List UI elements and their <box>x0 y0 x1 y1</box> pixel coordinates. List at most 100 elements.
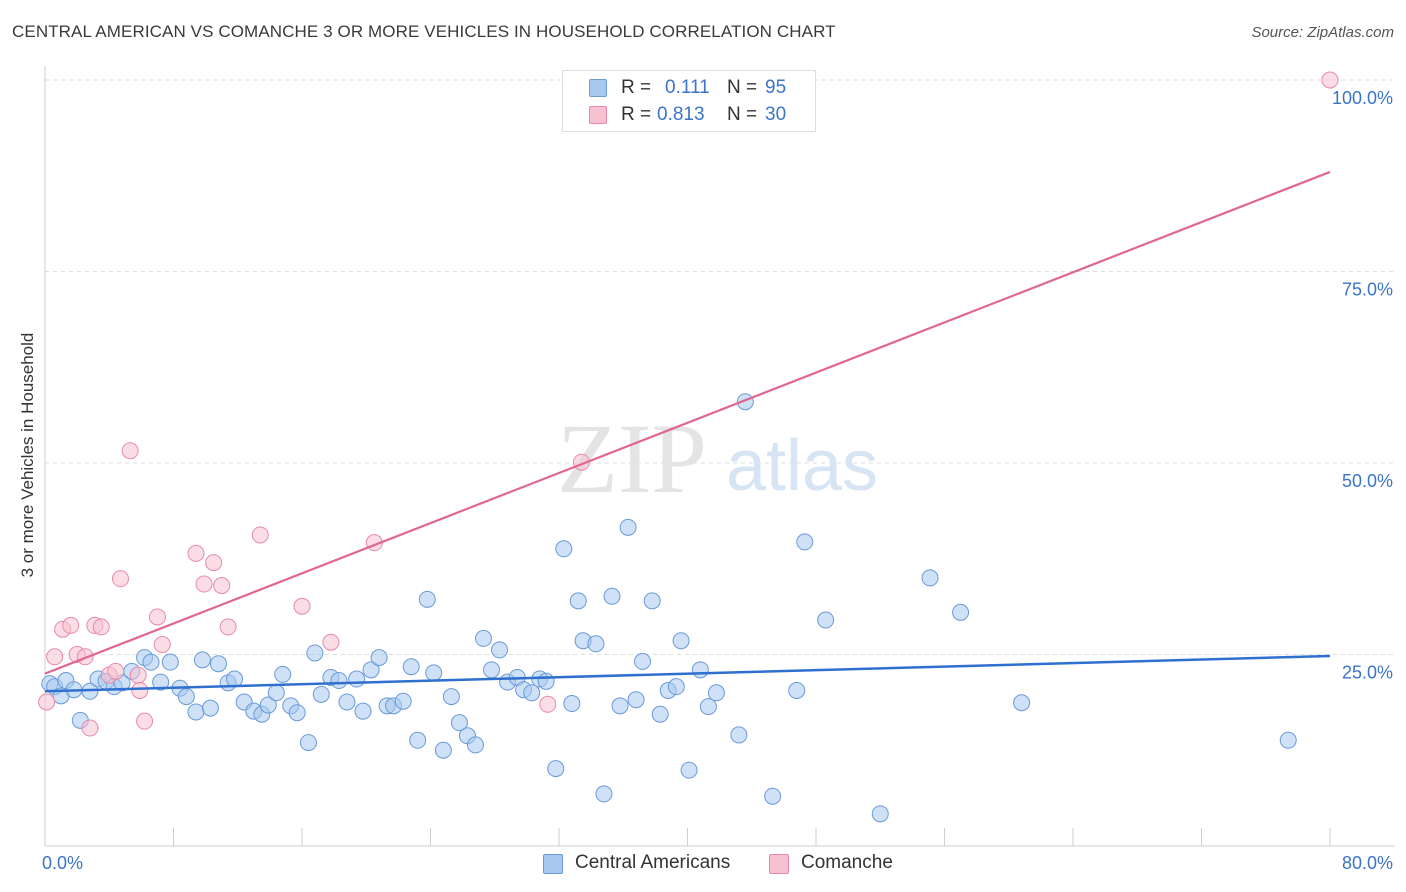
point-central-american <box>952 603 970 621</box>
point-central-american <box>651 705 669 723</box>
point-central-american <box>680 761 698 779</box>
point-central-american <box>603 587 621 605</box>
trend-line-central <box>44 654 1331 693</box>
point-central-american <box>691 661 709 679</box>
point-central-american <box>699 698 717 716</box>
watermark-atlas: atlas <box>726 426 878 506</box>
point-central-american <box>523 684 541 702</box>
point-central-american <box>627 691 645 709</box>
point-comanche <box>1321 71 1339 89</box>
point-central-american <box>312 685 330 703</box>
point-comanche <box>107 662 125 680</box>
point-comanche <box>62 616 80 634</box>
legend-row-comanche: R = 0.813 N = 30 <box>563 102 813 128</box>
point-comanche <box>148 608 166 626</box>
legend-r-label: R = <box>621 104 652 125</box>
legend-swatch-central <box>543 854 563 874</box>
legend-swatch-comanche <box>589 106 607 124</box>
watermark: ZIP atlas <box>557 403 878 514</box>
y-tick-label: 75.0% <box>1342 280 1393 300</box>
axes <box>44 66 1395 847</box>
point-central-american <box>707 684 725 702</box>
x-tick-label: 80.0% <box>1342 853 1393 873</box>
legend-label-comanche: Comanche <box>801 852 893 873</box>
point-central-american <box>362 661 380 679</box>
point-comanche <box>81 719 99 737</box>
point-central-american <box>921 569 939 587</box>
point-comanche <box>92 618 110 636</box>
point-central-american <box>1279 731 1297 749</box>
point-comanche <box>539 695 557 713</box>
x-tick-label: 0.0% <box>42 853 83 873</box>
chart-title: CENTRAL AMERICAN VS COMANCHE 3 OR MORE V… <box>12 22 836 41</box>
point-central-american <box>871 805 889 823</box>
point-central-american <box>796 533 814 551</box>
point-central-american <box>274 665 292 683</box>
legend-item-central-americans[interactable]: Central Americans <box>543 851 753 877</box>
point-central-american <box>450 714 468 732</box>
point-central-american <box>643 592 661 610</box>
point-central-american <box>394 692 412 710</box>
y-tick-label: 50.0% <box>1342 471 1393 491</box>
point-comanche <box>195 575 213 593</box>
point-comanche <box>38 693 56 711</box>
y-tick-label: 100.0% <box>1332 88 1393 108</box>
source-label: Source: ZipAtlas.com <box>1251 24 1394 41</box>
point-central-american <box>434 741 452 759</box>
legend-swatch-comanche <box>769 854 789 874</box>
point-central-american <box>555 540 573 558</box>
legend-r-label: R = <box>621 77 652 98</box>
point-central-american <box>483 661 501 679</box>
point-comanche <box>187 544 205 562</box>
point-comanche <box>46 648 64 666</box>
point-central-american <box>259 696 277 714</box>
point-comanche <box>131 682 149 700</box>
legend-item-comanche[interactable]: Comanche <box>769 851 909 877</box>
point-central-american <box>402 658 420 676</box>
point-central-american <box>299 734 317 752</box>
point-central-american <box>142 653 160 671</box>
legend-row-central: R = 0.111 N = 95 <box>563 75 813 101</box>
point-central-american <box>201 699 219 717</box>
point-comanche <box>111 570 129 588</box>
legend-swatch-central <box>589 79 607 97</box>
gridlines <box>45 79 1395 655</box>
point-central-american <box>611 697 629 715</box>
point-central-american <box>187 703 205 721</box>
legend-n-value: 30 <box>765 104 787 125</box>
point-comanche <box>219 618 237 636</box>
point-central-american <box>370 649 388 667</box>
point-comanche <box>251 526 269 544</box>
point-central-american <box>177 688 195 706</box>
point-central-american <box>330 672 348 690</box>
point-central-american <box>537 672 555 690</box>
legend-n-label: N = <box>727 104 758 125</box>
point-central-american <box>193 651 211 669</box>
point-central-american <box>288 704 306 722</box>
tick-labels: 25.0% 50.0% 75.0% 100.0% 0.0% 80.0% <box>42 88 1393 873</box>
central-americans-points <box>41 393 1297 823</box>
point-central-american <box>442 688 460 706</box>
point-central-american <box>209 655 227 673</box>
point-central-american <box>491 641 509 659</box>
point-central-american <box>306 644 324 662</box>
point-central-american <box>409 731 427 749</box>
point-central-american <box>730 726 748 744</box>
point-central-american <box>595 785 613 803</box>
point-central-american <box>348 670 366 688</box>
point-central-american <box>788 682 806 700</box>
point-comanche <box>153 636 171 654</box>
stats-legend: R = 0.111 N = 95 R = 0.813 N = 30 <box>562 70 816 132</box>
point-central-american <box>619 518 637 536</box>
legend-label-central: Central Americans <box>575 852 731 873</box>
point-central-american <box>764 787 782 805</box>
point-comanche <box>322 633 340 651</box>
point-comanche <box>205 554 223 572</box>
point-central-american <box>466 736 484 754</box>
point-central-american <box>152 673 170 691</box>
y-tick-label: 25.0% <box>1342 663 1393 683</box>
point-central-american <box>226 670 244 688</box>
point-central-american <box>587 635 605 653</box>
point-comanche <box>129 666 147 684</box>
